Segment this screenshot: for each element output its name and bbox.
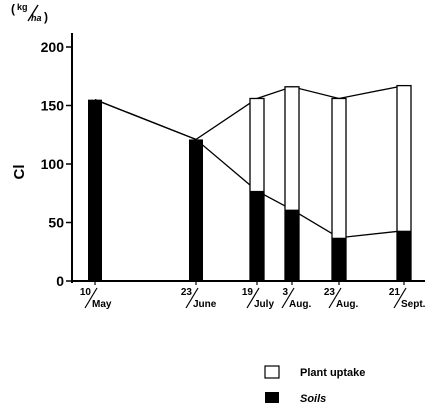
y-tick-label: 0 (56, 273, 64, 289)
date-day: 23 (324, 287, 336, 298)
svg-text:): ) (44, 10, 48, 24)
date-slash (281, 287, 295, 309)
y-tick-label: 50 (48, 215, 64, 231)
y-unit-denominator: ha (31, 13, 42, 23)
legend-label-soils: Soils (300, 393, 326, 405)
date-slash (185, 287, 199, 309)
y-tick-label: 150 (41, 98, 65, 114)
date-month: June (193, 299, 217, 310)
svg-text:(: ( (11, 2, 15, 16)
y-tick-label: 100 (41, 156, 65, 172)
date-day: 21 (389, 287, 401, 298)
date-month: Aug. (289, 299, 311, 310)
y-axis-label: Cl (11, 165, 28, 180)
soil-bar (189, 139, 203, 281)
date-month: May (92, 299, 112, 310)
legend: Plant uptake Soils (264, 365, 365, 405)
date-day: 10 (80, 287, 92, 298)
legend-label-plant-uptake: Plant uptake (300, 367, 365, 379)
date-month: Aug. (336, 299, 358, 310)
y-unit-label: ( kg ha ) (11, 2, 48, 24)
legend-swatch-soils (265, 392, 279, 403)
date-day: 23 (181, 287, 193, 298)
soil-bar (332, 237, 346, 281)
date-slash (246, 287, 260, 309)
legend-swatch-plant-uptake (264, 365, 280, 379)
soil-bar (397, 230, 411, 281)
y-unit-numerator: kg (17, 2, 28, 12)
soil-bar (88, 99, 102, 282)
y-tick-label: 200 (41, 39, 65, 55)
date-slash (328, 287, 342, 309)
date-month: Sept. (401, 299, 426, 310)
date-day: 3 (282, 287, 288, 298)
soil-bar (285, 209, 299, 281)
date-month: July (254, 299, 274, 310)
soil-bar (250, 190, 264, 281)
total-trend-line (94, 84, 405, 141)
date-slash (393, 287, 407, 309)
date-day: 19 (242, 287, 254, 298)
date-slash (84, 287, 98, 309)
